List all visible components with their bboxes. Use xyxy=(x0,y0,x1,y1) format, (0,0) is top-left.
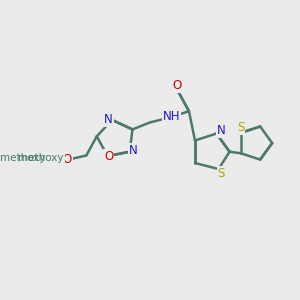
Text: methoxy: methoxy xyxy=(0,153,46,163)
Text: N: N xyxy=(104,112,113,126)
Text: O: O xyxy=(63,153,72,166)
Text: S: S xyxy=(218,167,225,180)
Text: N: N xyxy=(217,124,226,137)
Text: O: O xyxy=(104,150,113,164)
Text: O: O xyxy=(172,79,182,92)
Text: NH: NH xyxy=(163,110,180,123)
Text: methoxy: methoxy xyxy=(18,153,64,163)
Text: S: S xyxy=(237,121,244,134)
Text: N: N xyxy=(129,144,138,158)
